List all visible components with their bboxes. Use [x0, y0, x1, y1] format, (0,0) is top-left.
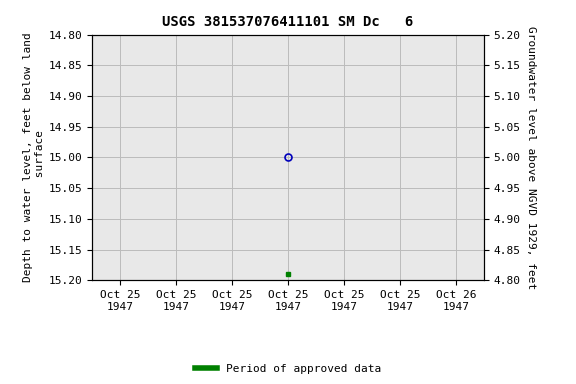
Y-axis label: Depth to water level, feet below land
 surface: Depth to water level, feet below land su…: [23, 33, 44, 282]
Title: USGS 381537076411101 SM Dc   6: USGS 381537076411101 SM Dc 6: [162, 15, 414, 29]
Y-axis label: Groundwater level above NGVD 1929, feet: Groundwater level above NGVD 1929, feet: [526, 26, 536, 289]
Legend: Period of approved data: Period of approved data: [191, 359, 385, 378]
